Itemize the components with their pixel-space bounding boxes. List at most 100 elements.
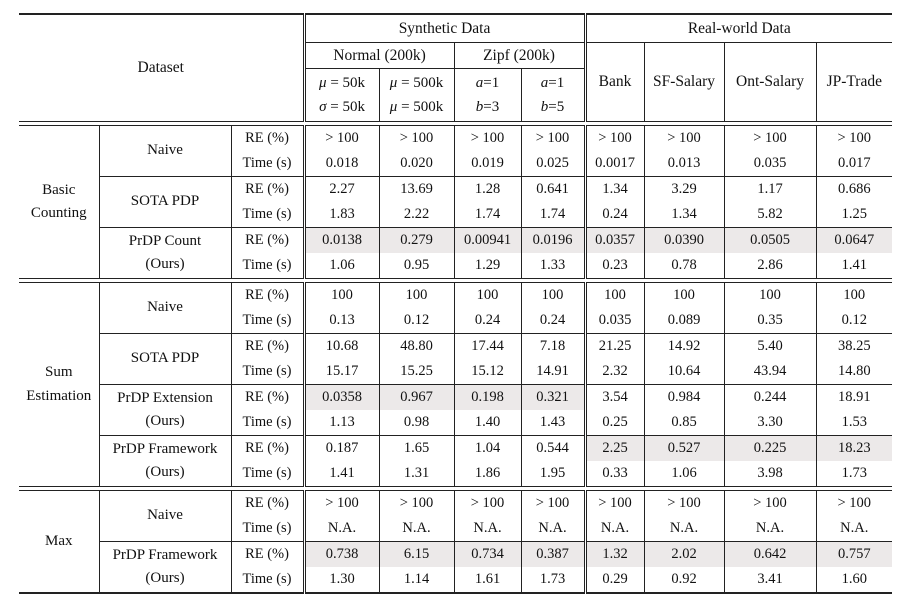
separator-cell	[19, 278, 893, 283]
value-cell: 18.23	[815, 435, 893, 461]
section-separator	[19, 486, 893, 491]
value-cell: 0.279	[378, 227, 455, 253]
value-cell: 1.30	[302, 567, 380, 593]
value-cell: 0.984	[643, 384, 725, 410]
value-cell: 1.04	[453, 435, 522, 461]
table-row: PrDP Framework (Ours) RE (%) 0.187 1.65 1.04 0…	[19, 435, 893, 487]
param-line: μ = 500k	[389, 75, 444, 91]
param-line: b=3	[475, 99, 500, 115]
value-cell: 0.0505	[723, 227, 817, 253]
value-cell: N.A.	[815, 516, 893, 542]
value-cell: 48.80	[378, 333, 455, 359]
metric-label: Time (s)	[230, 410, 305, 436]
value-cell: 1.34	[643, 202, 725, 228]
table-row: Sum Estimation Naive RE (%) 100 100 100 100 100 1…	[19, 282, 893, 404]
value-cell: 1.31	[378, 461, 455, 487]
value-cell: 1.29	[453, 253, 522, 279]
col-header-bank: Bank	[583, 42, 645, 122]
value-cell: 2.02	[643, 541, 725, 567]
value-cell: 0.035	[583, 308, 645, 334]
col-header-ont-salary: Ont-Salary	[723, 42, 817, 122]
method-name: Naive	[98, 490, 231, 542]
value-cell: 0.967	[378, 384, 455, 410]
table-row: Time (s) 1.30 1.14 1.61 1.73 0.29 0.92 3.41 1.60	[19, 567, 893, 593]
table-row: PrDP Count (Ours) RE (%) 0.0138 0.279 0.00941…	[19, 227, 893, 279]
value-cell: 0.0196	[520, 227, 586, 253]
value-cell: > 100	[643, 490, 725, 516]
value-cell: 0.95	[378, 253, 455, 279]
label-line: PrDP Framework	[112, 546, 218, 563]
value-cell: 1.06	[643, 461, 725, 487]
param-line: μ = 500k	[389, 99, 444, 115]
metric-label: Time (s)	[230, 461, 305, 487]
metric-label: Time (s)	[230, 253, 305, 279]
value-cell: 0.020	[378, 151, 455, 177]
metric-label: Time (s)	[230, 202, 305, 228]
value-cell: 0.734	[453, 541, 522, 567]
section-separator	[19, 121, 893, 126]
param-line: μ = 50k	[319, 75, 366, 91]
col-group-realworld: Real-world Data	[583, 14, 893, 43]
separator-cell	[19, 486, 893, 491]
value-cell: 1.74	[453, 202, 522, 228]
value-cell: 0.0647	[815, 227, 893, 253]
header-row-distributions: Normal (200k) Zipf (200k) Bank SF-Salary…	[19, 42, 893, 122]
value-cell: > 100	[815, 490, 893, 516]
value-cell: 100	[520, 282, 586, 308]
value-cell: 1.33	[520, 253, 586, 279]
col-group-normal: Normal (200k)	[302, 42, 455, 69]
metric-label: RE (%)	[230, 282, 305, 308]
value-cell: 1.53	[815, 410, 893, 436]
value-cell: > 100	[302, 490, 380, 516]
metric-label: Time (s)	[230, 516, 305, 542]
value-cell: 100	[378, 282, 455, 308]
value-cell: 0.641	[520, 176, 586, 202]
value-cell: 15.12	[453, 359, 522, 385]
col-header-jp-trade: JP-Trade	[815, 42, 893, 122]
value-cell: > 100	[453, 125, 522, 151]
value-cell: 6.15	[378, 541, 455, 567]
value-cell: 0.527	[643, 435, 725, 461]
value-cell: 0.025	[520, 151, 586, 177]
table-row: Time (s) N.A. N.A. N.A. N.A. N.A. N.A. N.A. N.A.	[19, 516, 893, 542]
table-row: Time (s) 1.13 0.98 1.40 1.43 0.25 0.85 3.30 1.53	[19, 410, 893, 436]
dataset-header: Dataset	[137, 59, 184, 77]
value-cell: 14.91	[520, 359, 586, 385]
section-label: Max	[19, 491, 99, 594]
value-cell: 100	[302, 282, 380, 308]
value-cell: 3.54	[583, 384, 645, 410]
method-name: PrDP Count (Ours)	[98, 227, 231, 279]
value-cell: 0.686	[815, 176, 893, 202]
value-cell: > 100	[378, 490, 455, 516]
label-line: Naive	[147, 507, 183, 524]
value-cell: 1.73	[520, 567, 586, 593]
value-cell: 0.78	[643, 253, 725, 279]
table-row: Time (s) 0.13 0.12 0.24 0.24 0.035 0.089 0.35 0.…	[19, 308, 893, 334]
header-row-params: μ = 50k σ = 50k μ = 500k μ = 500k a=1 b=…	[19, 68, 892, 122]
value-cell: 1.95	[520, 461, 586, 487]
col-header-sf-salary: SF-Salary	[643, 42, 725, 122]
value-cell: 0.23	[583, 253, 645, 279]
label-line: (Ours)	[145, 413, 185, 429]
method-name: Naive	[98, 125, 231, 177]
value-cell: 13.69	[378, 176, 455, 202]
value-cell: > 100	[302, 125, 380, 151]
value-cell: 0.13	[302, 308, 380, 334]
table-row: Basic Counting Naive RE (%) > 100 > 100 > 100 >…	[19, 125, 893, 221]
value-cell: 2.86	[723, 253, 817, 279]
value-cell: 1.17	[723, 176, 817, 202]
value-cell: 17.44	[453, 333, 522, 359]
value-cell: 1.83	[302, 202, 380, 228]
value-cell: 1.43	[520, 410, 586, 436]
value-cell: 1.41	[302, 461, 380, 487]
value-cell: N.A.	[453, 516, 522, 542]
value-cell: 0.544	[520, 435, 586, 461]
value-cell: 0.018	[302, 151, 380, 177]
value-cell: N.A.	[302, 516, 380, 542]
value-cell: 3.41	[723, 567, 817, 593]
metric-label: RE (%)	[230, 384, 305, 410]
metric-label: Time (s)	[230, 359, 305, 385]
label-line: (Ours)	[145, 570, 185, 586]
label-line: (Ours)	[145, 256, 185, 272]
